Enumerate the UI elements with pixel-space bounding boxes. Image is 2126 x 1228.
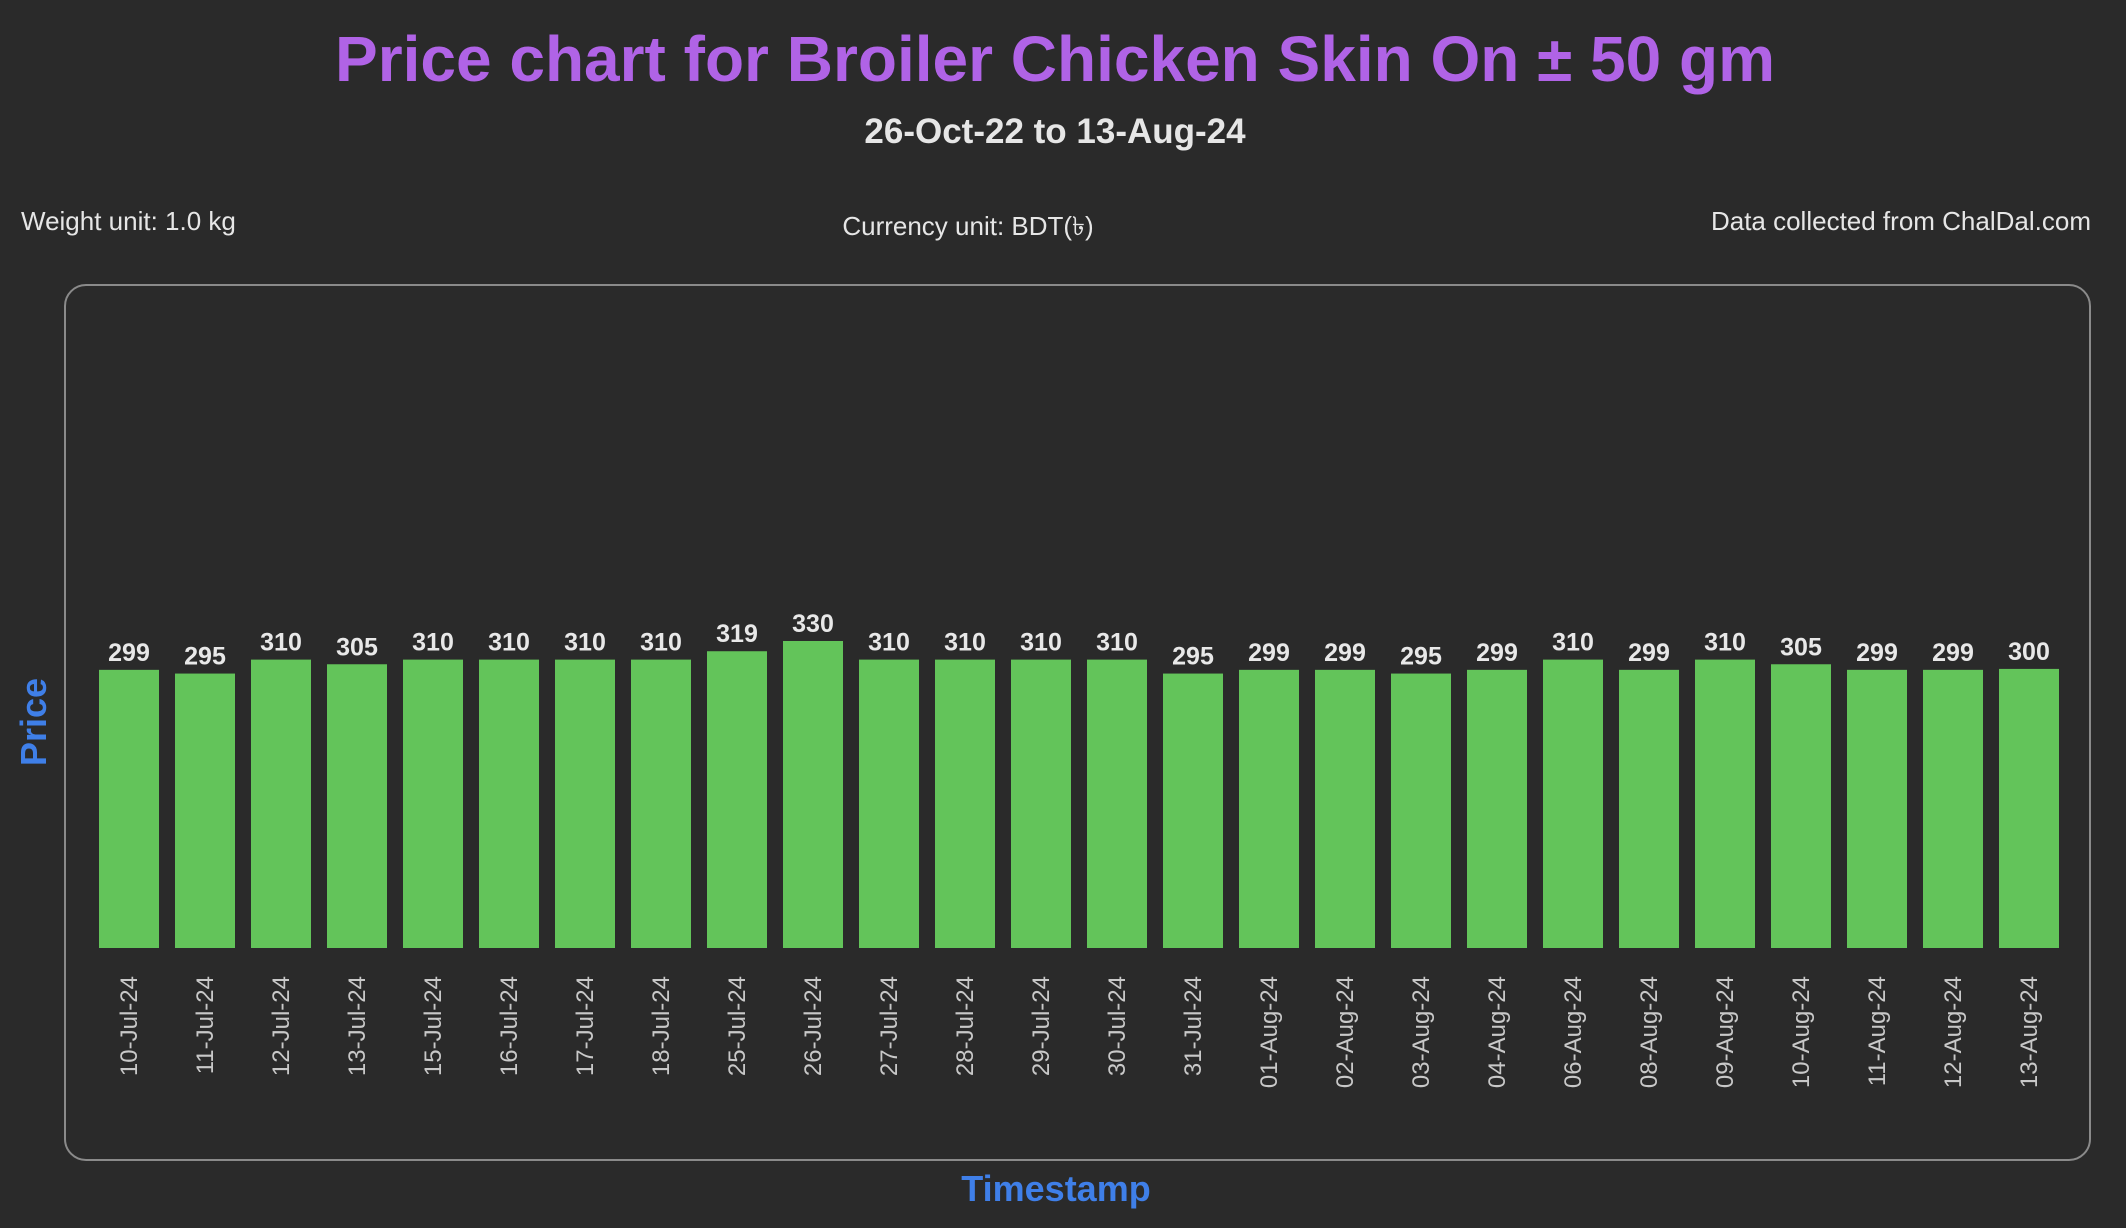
bar-13-Aug-24 xyxy=(1999,668,2059,948)
bar-27-Jul-24 xyxy=(859,659,919,948)
data-source-label: Data collected from ChalDal.com xyxy=(1710,206,2091,236)
chart-title: Price chart for Broiler Chicken Skin On … xyxy=(335,23,1775,95)
x-tick-label: 29-Jul-24 xyxy=(1028,976,1055,1076)
x-tick-label: 04-Aug-24 xyxy=(1484,976,1511,1088)
bar-03-Aug-24 xyxy=(1391,673,1451,948)
currency-unit-label: Currency unit: BDT(৳) xyxy=(842,211,1094,241)
x-tick-label: 01-Aug-24 xyxy=(1256,976,1283,1088)
bar-value-label: 299 xyxy=(108,639,150,667)
bar-15-Jul-24 xyxy=(403,659,463,948)
x-tick-label: 17-Jul-24 xyxy=(572,976,599,1076)
x-tick-label: 02-Aug-24 xyxy=(1332,976,1359,1088)
x-tick-label: 08-Aug-24 xyxy=(1636,976,1663,1088)
x-tick-label: 18-Jul-24 xyxy=(648,976,675,1076)
bar-value-label: 310 xyxy=(412,629,454,657)
bar-02-Aug-24 xyxy=(1315,669,1375,948)
bar-31-Jul-24 xyxy=(1163,673,1223,948)
bar-13-Jul-24 xyxy=(327,664,387,948)
bar-value-label: 310 xyxy=(1704,629,1746,657)
x-tick-label: 09-Aug-24 xyxy=(1712,976,1739,1088)
bar-value-label: 310 xyxy=(564,629,606,657)
bar-value-label: 305 xyxy=(1780,633,1822,661)
x-tick-label: 03-Aug-24 xyxy=(1408,976,1435,1088)
x-tick-label: 11-Jul-24 xyxy=(192,976,219,1074)
bar-12-Jul-24 xyxy=(251,659,311,948)
chart-frame xyxy=(64,284,2091,1161)
x-tick-label: 06-Aug-24 xyxy=(1560,976,1587,1088)
bar-30-Jul-24 xyxy=(1087,659,1147,948)
x-tick-label: 10-Jul-24 xyxy=(116,976,143,1076)
x-tick-label: 13-Aug-24 xyxy=(2016,976,2043,1088)
x-axis-label: Timestamp xyxy=(961,1168,1151,1209)
bar-04-Aug-24 xyxy=(1467,669,1527,948)
bar-value-label: 299 xyxy=(1324,639,1366,667)
bar-value-label: 310 xyxy=(488,629,530,657)
bar-value-label: 295 xyxy=(1400,643,1442,671)
x-tick-label: 28-Jul-24 xyxy=(952,976,979,1076)
x-tick-label: 30-Jul-24 xyxy=(1104,976,1131,1076)
bar-value-label: 299 xyxy=(1932,639,1974,667)
x-tick-label: 10-Aug-24 xyxy=(1788,976,1815,1088)
x-tick-label: 27-Jul-24 xyxy=(876,976,903,1076)
bar-16-Jul-24 xyxy=(479,659,539,948)
x-tick-label: 25-Jul-24 xyxy=(724,976,751,1076)
bar-value-label: 310 xyxy=(640,629,682,657)
bar-value-label: 300 xyxy=(2008,638,2050,666)
weight-unit-label: Weight unit: 1.0 kg xyxy=(21,206,236,236)
x-tick-label: 11-Aug-24 xyxy=(1864,976,1891,1086)
bar-01-Aug-24 xyxy=(1239,669,1299,948)
bar-value-label: 310 xyxy=(944,629,986,657)
bar-value-label: 330 xyxy=(792,610,834,638)
bar-12-Aug-24 xyxy=(1923,669,1983,948)
bar-value-label: 310 xyxy=(260,629,302,657)
bar-10-Aug-24 xyxy=(1771,664,1831,948)
bar-value-label: 299 xyxy=(1476,639,1518,667)
bar-26-Jul-24 xyxy=(783,641,843,948)
bar-17-Jul-24 xyxy=(555,659,615,948)
x-tick-label: 16-Jul-24 xyxy=(496,976,523,1076)
x-tick-label: 31-Jul-24 xyxy=(1180,976,1207,1076)
x-tick-label: 13-Jul-24 xyxy=(344,976,371,1076)
bar-09-Aug-24 xyxy=(1695,659,1755,948)
bar-10-Jul-24 xyxy=(99,669,159,948)
bar-value-label: 299 xyxy=(1248,639,1290,667)
x-tick-label: 15-Jul-24 xyxy=(420,976,447,1076)
bar-value-label: 299 xyxy=(1856,639,1898,667)
bar-value-label: 319 xyxy=(716,620,758,648)
bar-08-Aug-24 xyxy=(1619,669,1679,948)
x-tick-label: 12-Aug-24 xyxy=(1940,976,1967,1088)
bar-value-label: 310 xyxy=(1096,629,1138,657)
x-tick-label: 26-Jul-24 xyxy=(800,976,827,1076)
bar-28-Jul-24 xyxy=(935,659,995,948)
bar-value-label: 310 xyxy=(1020,629,1062,657)
x-tick-label: 12-Jul-24 xyxy=(268,976,295,1076)
bar-06-Aug-24 xyxy=(1543,659,1603,948)
bar-18-Jul-24 xyxy=(631,659,691,948)
bar-29-Jul-24 xyxy=(1011,659,1071,948)
chart-subtitle: 26-Oct-22 to 13-Aug-24 xyxy=(864,112,1246,151)
bar-11-Aug-24 xyxy=(1847,669,1907,948)
bar-value-label: 310 xyxy=(868,629,910,657)
bar-value-label: 295 xyxy=(184,643,226,671)
bar-value-label: 310 xyxy=(1552,629,1594,657)
bar-11-Jul-24 xyxy=(175,673,235,948)
bar-value-label: 299 xyxy=(1628,639,1670,667)
bar-value-label: 295 xyxy=(1172,643,1214,671)
bar-25-Jul-24 xyxy=(707,651,767,948)
bar-value-label: 305 xyxy=(336,633,378,661)
y-axis-label: Price xyxy=(13,677,54,767)
